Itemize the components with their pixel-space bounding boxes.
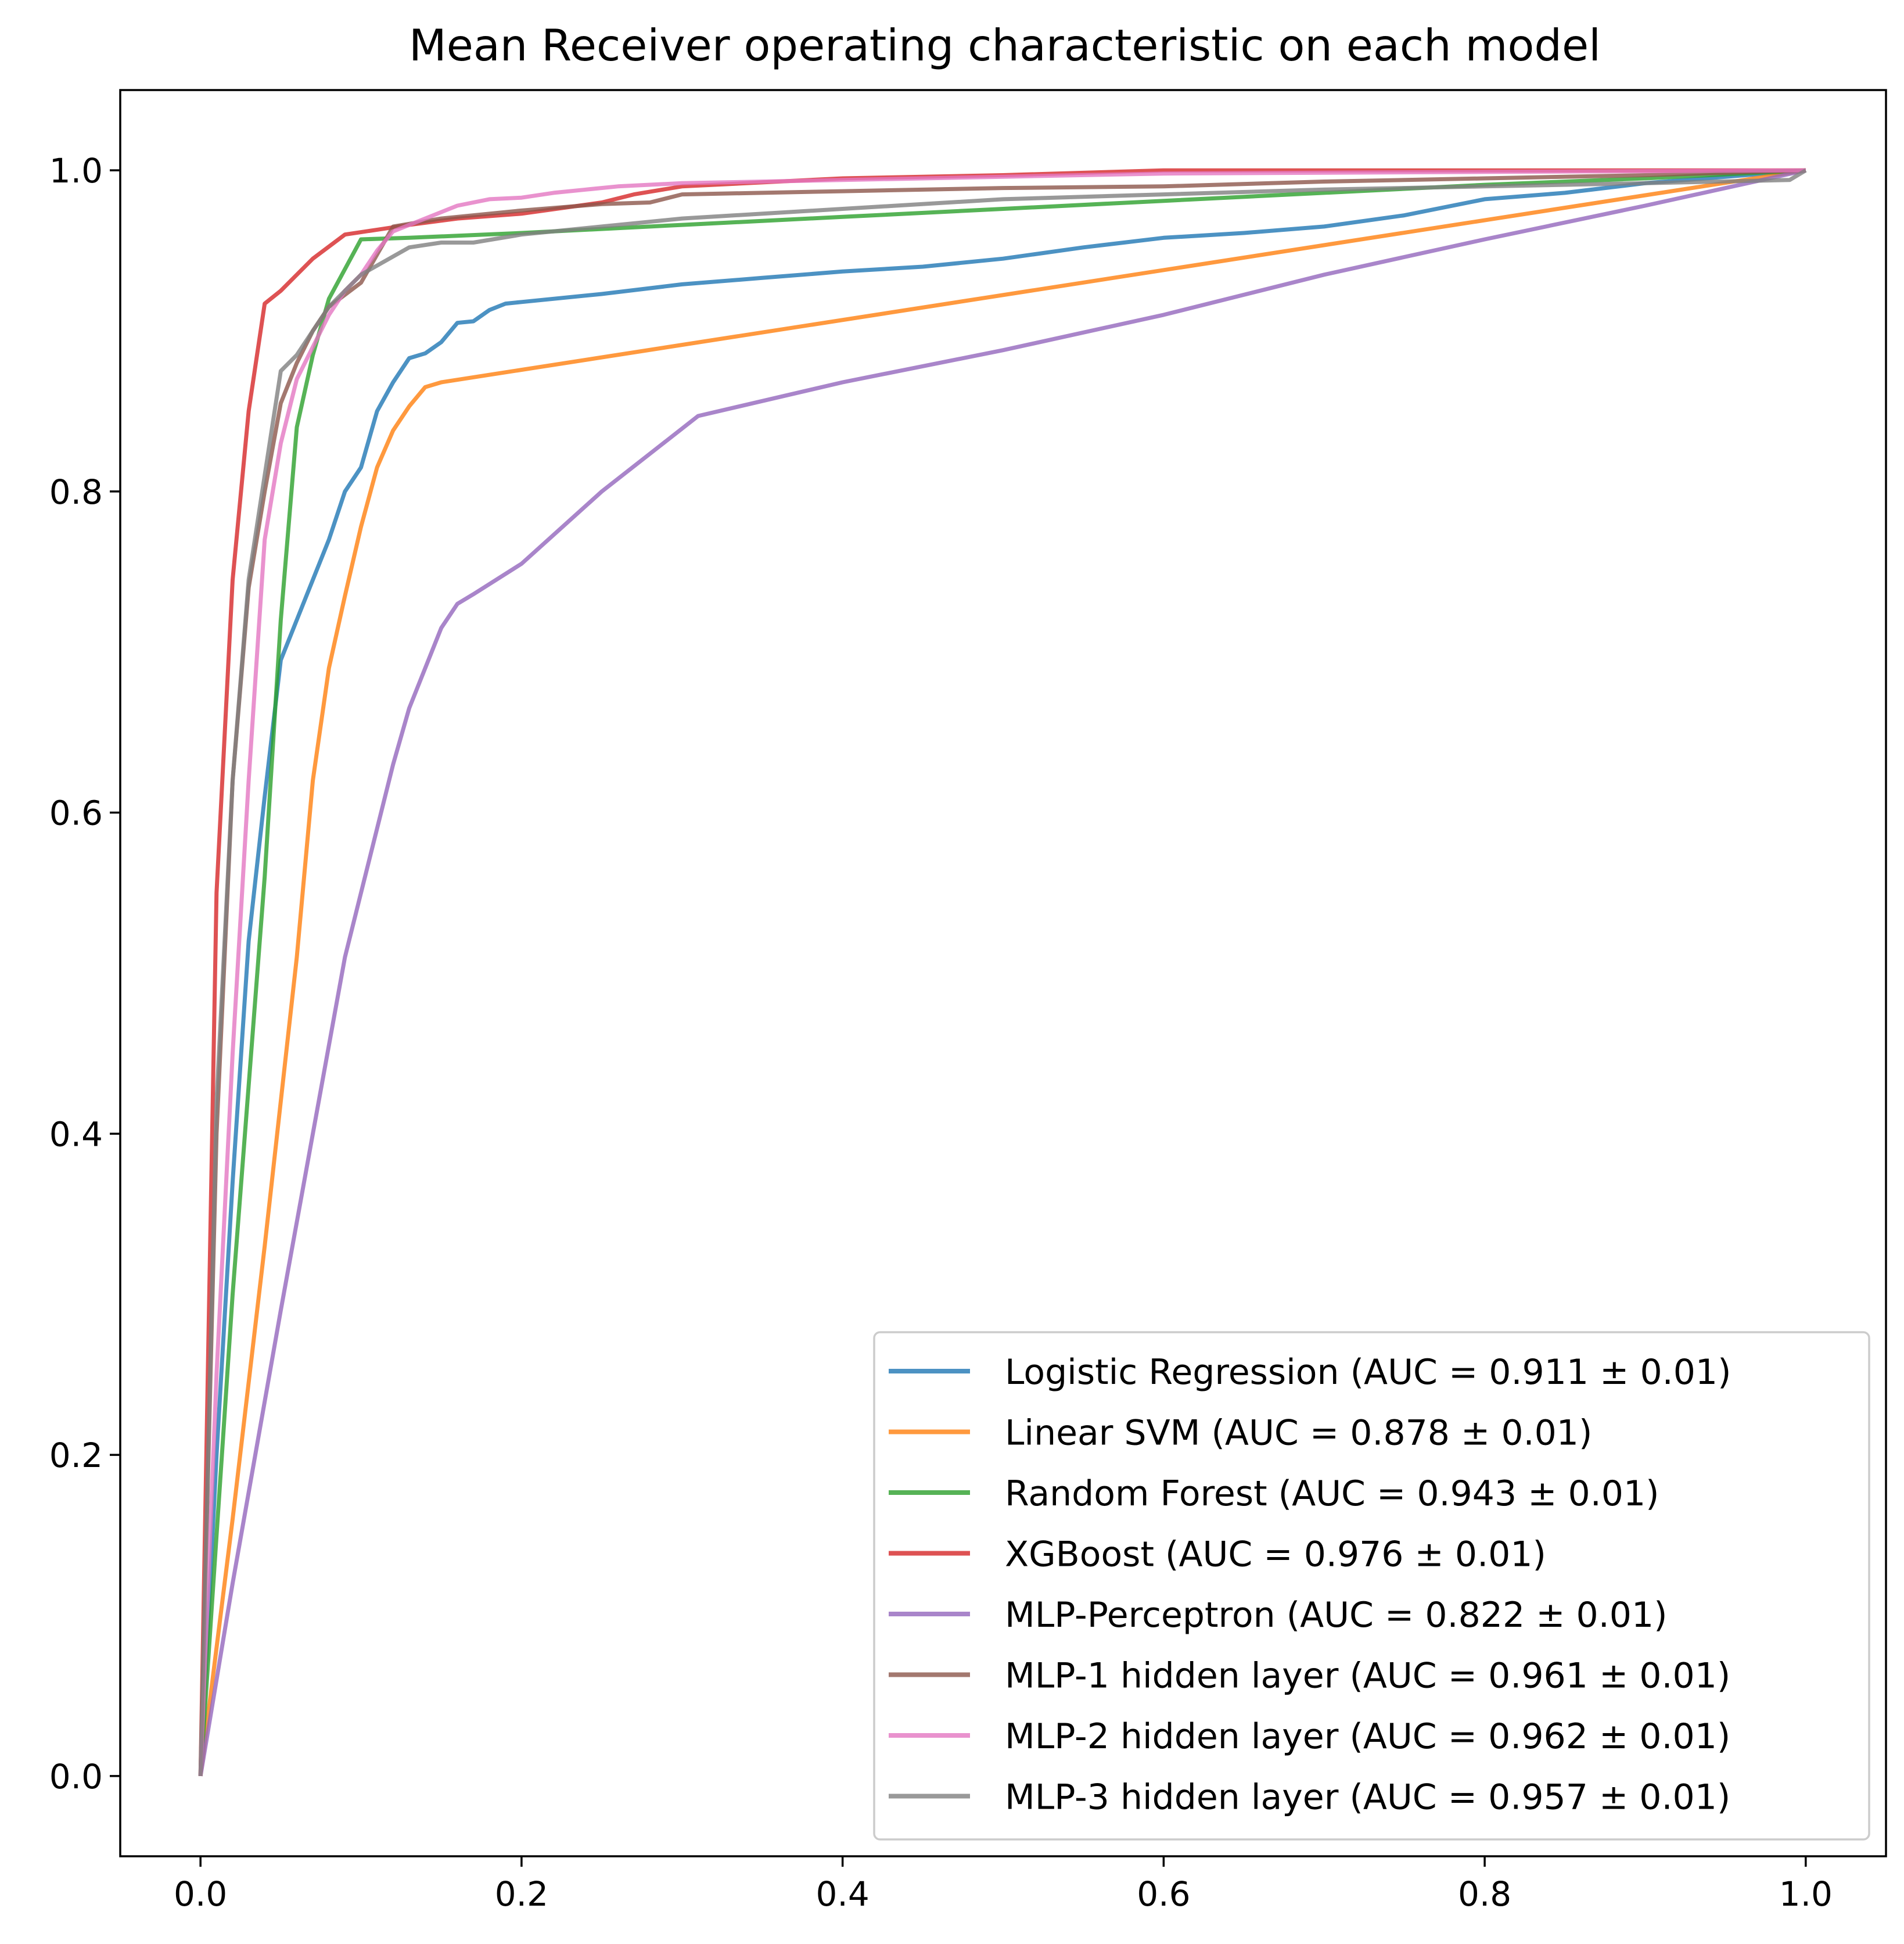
legend-label-2: Linear SVM (AUC = 0.878 ± 0.01) bbox=[1005, 1413, 1592, 1454]
plot-frame bbox=[119, 89, 1887, 1857]
legend-label-7: MLP-2 hidden layer (AUC = 0.962 ± 0.01) bbox=[1005, 1716, 1730, 1757]
legend-box bbox=[873, 1331, 1870, 1841]
series-line-5 bbox=[198, 168, 1806, 1777]
y-tick-label: 0.4 bbox=[49, 1114, 103, 1154]
series-line-3 bbox=[198, 168, 1806, 1777]
legend: Logistic Regression (AUC = 0.911 ± 0.01)… bbox=[873, 1331, 1870, 1841]
y-tick-label: 0.2 bbox=[49, 1436, 103, 1475]
y-axis: 0.0 0.2 0.4 0.6 0.8 1.0 bbox=[49, 151, 120, 1796]
y-tick-label: 0.8 bbox=[49, 472, 103, 512]
y-tick-label: 1.0 bbox=[49, 151, 103, 191]
x-axis: 0.0 0.2 0.4 0.6 0.8 1.0 bbox=[174, 1856, 1833, 1914]
plot-lines bbox=[198, 168, 1807, 1777]
series-line-1 bbox=[198, 168, 1806, 1776]
legend-label-8: MLP-3 hidden layer (AUC = 0.957 ± 0.01) bbox=[1005, 1777, 1730, 1818]
x-tick-label: 0.4 bbox=[816, 1874, 870, 1914]
legend-label-1: Logistic Regression (AUC = 0.911 ± 0.01) bbox=[1005, 1352, 1731, 1393]
legend-label-4: XGBoost (AUC = 0.976 ± 0.01) bbox=[1005, 1534, 1546, 1575]
legend-label-6: MLP-1 hidden layer (AUC = 0.961 ± 0.01) bbox=[1005, 1656, 1730, 1696]
y-tick-label: 0.6 bbox=[49, 794, 103, 833]
legend-label-5: MLP-Perceptron (AUC = 0.822 ± 0.01) bbox=[1005, 1595, 1668, 1635]
y-tick-label: 0.0 bbox=[49, 1757, 103, 1796]
x-tick-label: 1.0 bbox=[1779, 1874, 1833, 1914]
series-line-2 bbox=[198, 168, 1806, 1777]
legend-label-3: Random Forest (AUC = 0.943 ± 0.01) bbox=[1005, 1473, 1659, 1514]
series-line-8 bbox=[198, 168, 1807, 1776]
x-tick-label: 0.2 bbox=[495, 1874, 548, 1914]
series-line-7 bbox=[198, 168, 1806, 1776]
x-tick-label: 0.0 bbox=[174, 1874, 227, 1914]
x-tick-label: 0.8 bbox=[1458, 1874, 1511, 1914]
chart-title: Mean Receiver operating characteristic o… bbox=[409, 20, 1601, 71]
x-tick-label: 0.6 bbox=[1137, 1874, 1190, 1914]
